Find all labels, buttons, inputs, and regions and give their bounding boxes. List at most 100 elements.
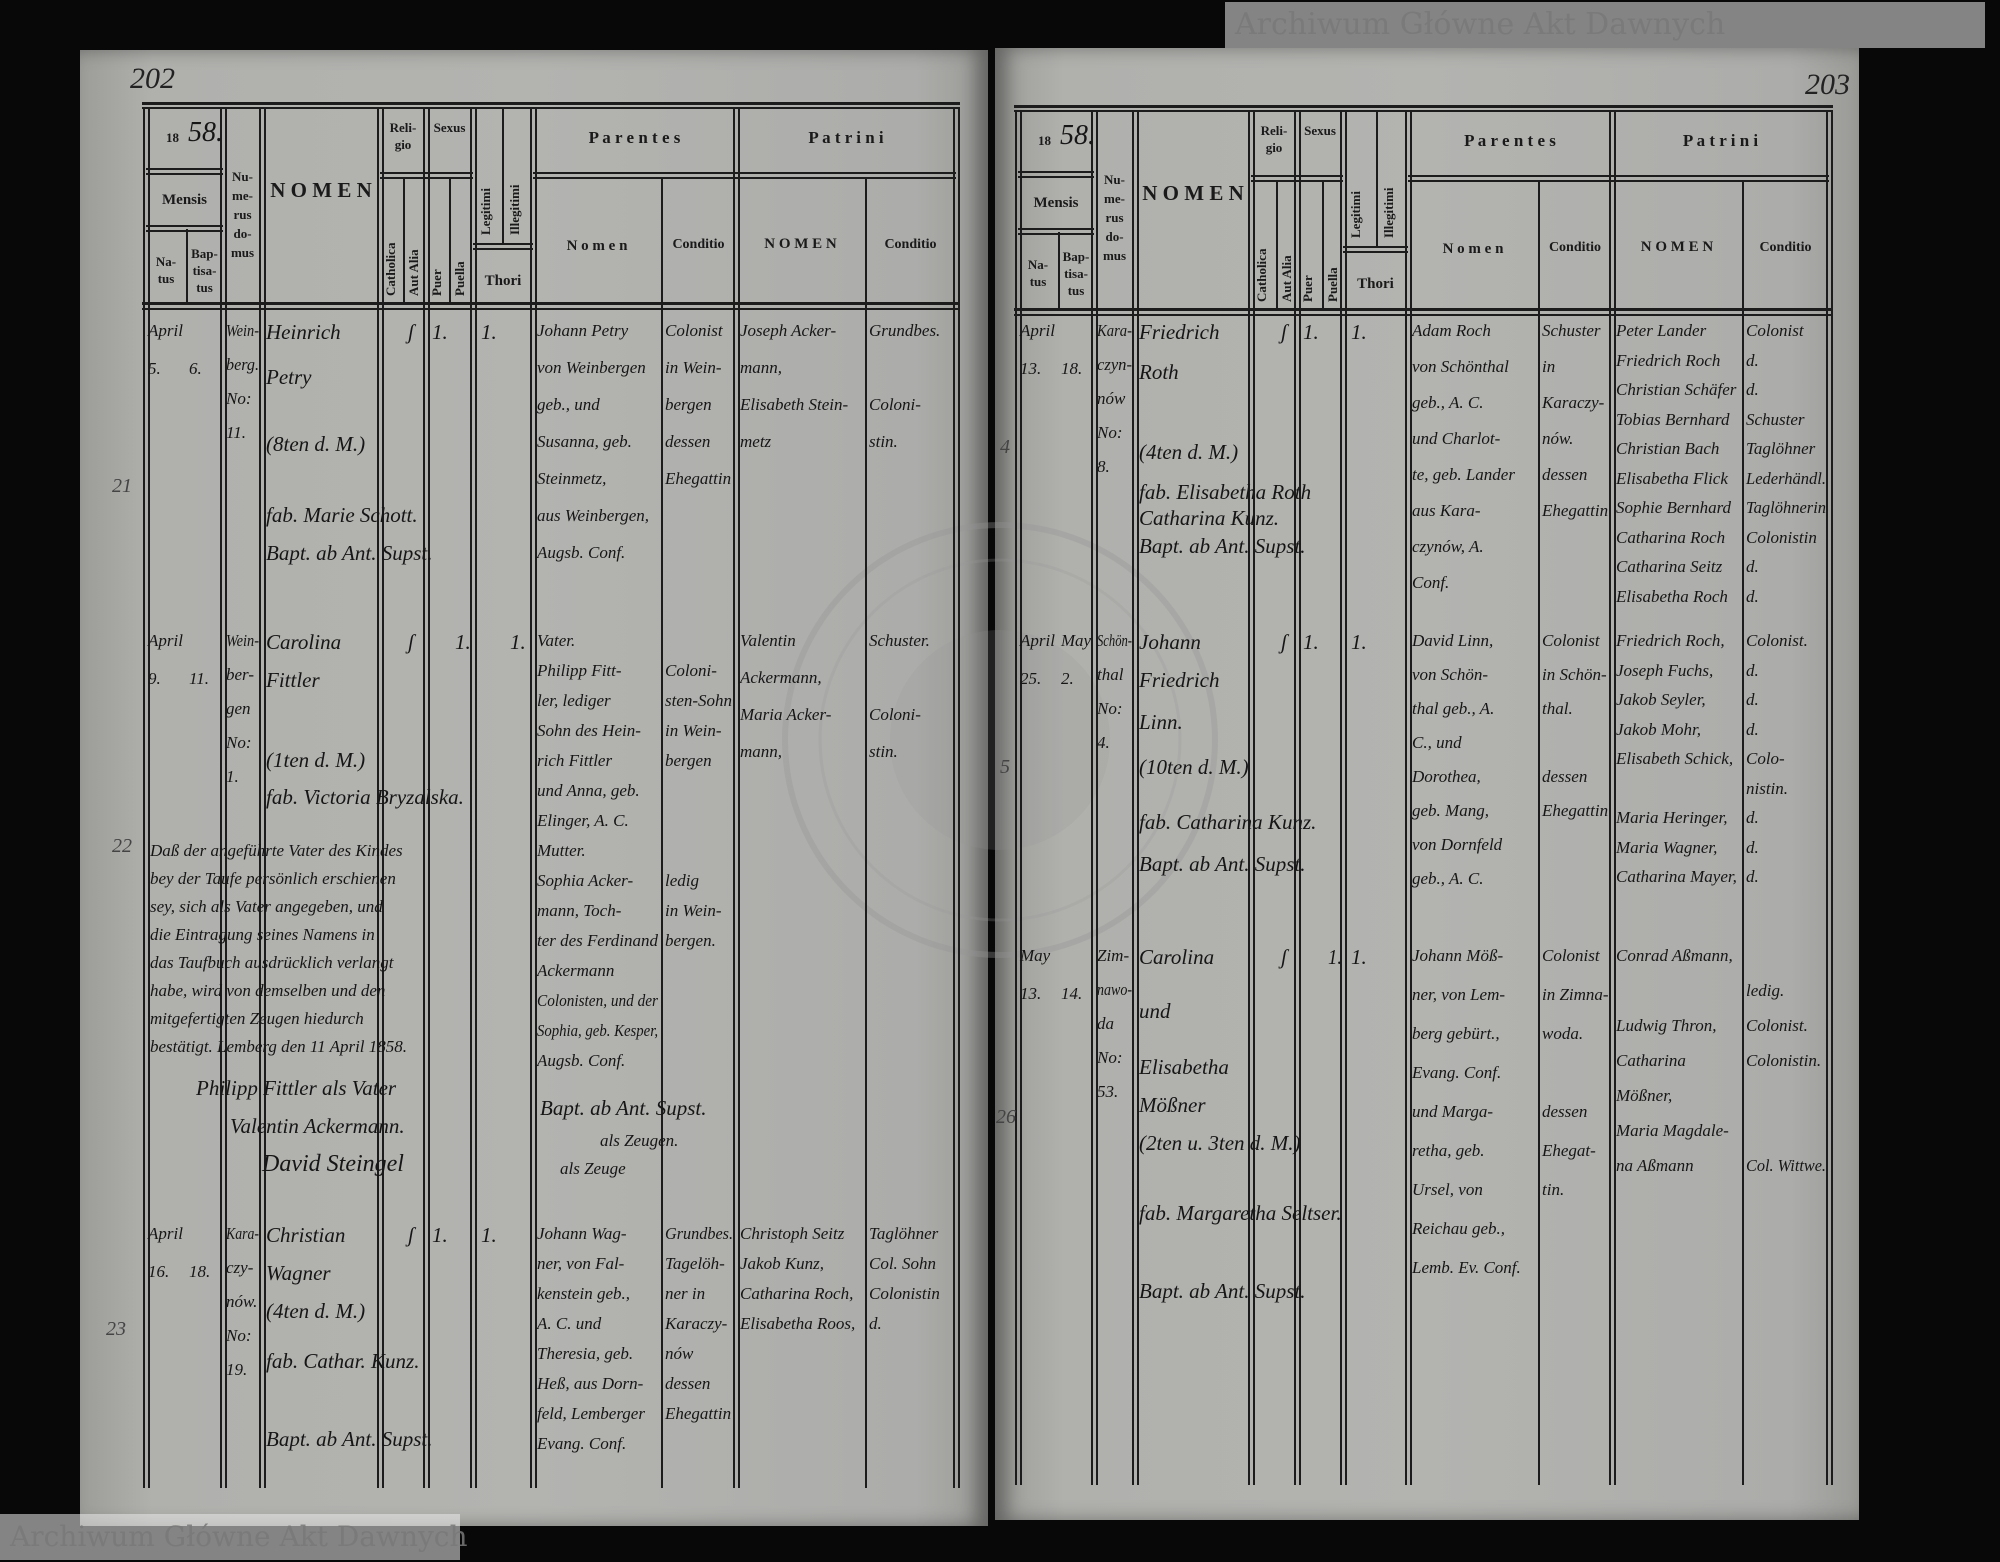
- column-rule: [1742, 181, 1744, 1485]
- patrini-nomen-header: N O M E N: [1640, 239, 1714, 255]
- row-rule: [380, 177, 473, 179]
- child-name: fab. Victoria Bryzalska.: [266, 785, 464, 809]
- parent-name: Susanna, geb.: [537, 432, 632, 451]
- column-rule: [1276, 181, 1278, 308]
- parent-condition: Colonist: [1542, 946, 1600, 965]
- godparent-name: Elisabeth Schick,: [1616, 749, 1734, 768]
- column-rule: [1058, 232, 1060, 308]
- house-number: 4.: [1097, 733, 1110, 752]
- catholica-header: Catholica: [1254, 248, 1269, 302]
- legitimi-header: Legitimi: [478, 188, 493, 235]
- godparent-condition: Schuster: [1746, 409, 1805, 429]
- parent-condition: Ehegattin: [1542, 801, 1609, 820]
- legitimation-note-line: mitgefertigten Zeugen hiedurch: [150, 1009, 364, 1028]
- natus-date: 13.: [1020, 984, 1042, 1003]
- godparent-condition: Taglöhnerin: [1746, 498, 1827, 517]
- godparent-name: mann,: [740, 358, 783, 377]
- parent-name: Theresia, geb.: [537, 1344, 634, 1363]
- row-rule: [1343, 251, 1408, 253]
- column-rule: [1015, 110, 1017, 1485]
- row-rule: [146, 173, 223, 175]
- godparent-condition: Colonistin: [869, 1284, 940, 1303]
- parent-condition: Karaczy-: [665, 1314, 728, 1333]
- year-suffix: 58.: [1060, 120, 1095, 151]
- column-rule: [958, 107, 960, 1488]
- column-rule: [1091, 110, 1093, 1485]
- row-rule: [473, 248, 533, 250]
- parent-name: Johann Wag-: [537, 1224, 627, 1243]
- numerus-domus-header: Nu- me- rus do- mus: [230, 169, 255, 260]
- column-rule: [143, 107, 145, 1488]
- godparent-name: Ludwig Thron,: [1616, 1016, 1717, 1035]
- godparent-condition: Colonist.: [1746, 1016, 1808, 1035]
- child-name: Friedrich: [1139, 320, 1220, 344]
- godparent-condition: d.: [1746, 350, 1759, 370]
- patrini-header: P a t r i n i: [808, 128, 884, 147]
- legitimi-mark: 1.: [1351, 945, 1367, 969]
- house-number: 1.: [226, 767, 239, 786]
- row-rule: [146, 225, 223, 227]
- legitimation-note-line: bey der Taufe persönlich erschienen: [150, 869, 396, 888]
- child-name: fab. Cathar. Kunz.: [266, 1349, 420, 1373]
- godparent-condition: Col. Sohn: [869, 1254, 937, 1273]
- mensis-header: Mensis: [1033, 195, 1079, 211]
- baptisatus-date: 11.: [189, 669, 209, 688]
- child-name: Linn.: [1139, 710, 1183, 734]
- house-number: ber-: [226, 665, 254, 684]
- godparent-name: Elisabetha Flick: [1616, 468, 1728, 488]
- parent-name: Steinmetz,: [537, 469, 607, 488]
- parent-name: czynów, A.: [1412, 537, 1484, 556]
- right-page: [995, 48, 1859, 1520]
- parent-name: aus Kara-: [1412, 501, 1481, 520]
- puer-header: Puer: [429, 269, 444, 296]
- house-number: gen: [226, 699, 251, 718]
- godparent-name: mann,: [740, 742, 783, 761]
- row-rule: [473, 243, 533, 245]
- parent-name: geb., A. C.: [1412, 869, 1484, 888]
- parent-condition: nów.: [1542, 429, 1574, 448]
- column-rule: [1538, 181, 1540, 1485]
- house-number: czyn-: [1097, 355, 1133, 374]
- parent-name: Sophia Acker-: [537, 871, 634, 890]
- baptisatus-header: Bap- tisa- tus: [1062, 249, 1090, 298]
- column-rule: [1137, 110, 1139, 1485]
- house-number: Zim-: [1097, 946, 1130, 965]
- godparent-name: Maria Heringer,: [1616, 808, 1728, 827]
- sexus-puer-mark: 1.: [1303, 630, 1319, 654]
- house-number: nawo-: [1097, 980, 1133, 999]
- row-rule: [533, 172, 956, 174]
- illegitimi-mark: 1.: [510, 630, 526, 654]
- godparent-name: Peter Lander: [1616, 321, 1707, 340]
- godparent-name: Joseph Fuchs,: [1616, 660, 1714, 680]
- godparent-name: Maria Acker-: [740, 705, 832, 724]
- margin-number: 23: [106, 1318, 126, 1340]
- column-rule: [1609, 110, 1611, 1485]
- baptisatus-date: 2.: [1061, 669, 1074, 688]
- parent-name: und Charlot-: [1412, 429, 1501, 448]
- child-name: Bapt. ab Ant. Supst.: [266, 1427, 433, 1451]
- parent-name: mann, Toch-: [537, 901, 622, 920]
- row-rule: [142, 102, 960, 105]
- row-rule: [1014, 308, 1833, 311]
- parent-condition: Colonist: [665, 321, 723, 340]
- house-number: Kara-: [1097, 321, 1133, 340]
- godparent-condition: Colonistin.: [1746, 1051, 1822, 1070]
- parent-condition: woda.: [1542, 1024, 1584, 1043]
- illegitimi-header: Illegitimi: [507, 184, 522, 235]
- parent-condition: thal.: [1542, 699, 1573, 718]
- natus-date: 13.: [1020, 359, 1042, 378]
- parent-condition: in Zimna-: [1542, 985, 1609, 1004]
- religio-aut-alia-mark: ʃ: [408, 630, 415, 654]
- row-rule: [142, 308, 960, 310]
- page-number: 203: [1805, 68, 1850, 101]
- house-number: czy-: [226, 1258, 254, 1277]
- parent-name: ter des Ferdinand: [537, 931, 658, 950]
- godparent-name: Maria Magdale-: [1616, 1121, 1729, 1140]
- baptisatus-date: 14.: [1061, 984, 1083, 1003]
- child-name: Bapt. ab Ant. Supst.: [266, 541, 433, 565]
- child-name: (4ten d. M.): [266, 1299, 366, 1323]
- godparent-condition: stin.: [869, 742, 898, 761]
- parent-condition: in: [1542, 357, 1556, 376]
- child-name: (2ten u. 3ten d. M.): [1139, 1131, 1301, 1155]
- legitimi-mark: 1.: [481, 320, 497, 344]
